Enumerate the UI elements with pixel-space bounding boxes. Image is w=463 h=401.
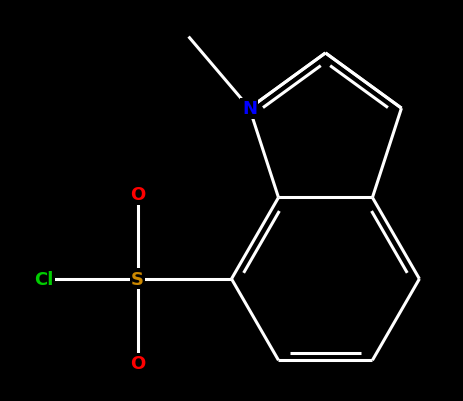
Text: S: S — [131, 270, 144, 288]
Text: Cl: Cl — [34, 270, 53, 288]
Text: O: O — [130, 186, 145, 204]
Text: N: N — [242, 100, 257, 118]
Text: O: O — [130, 354, 145, 373]
